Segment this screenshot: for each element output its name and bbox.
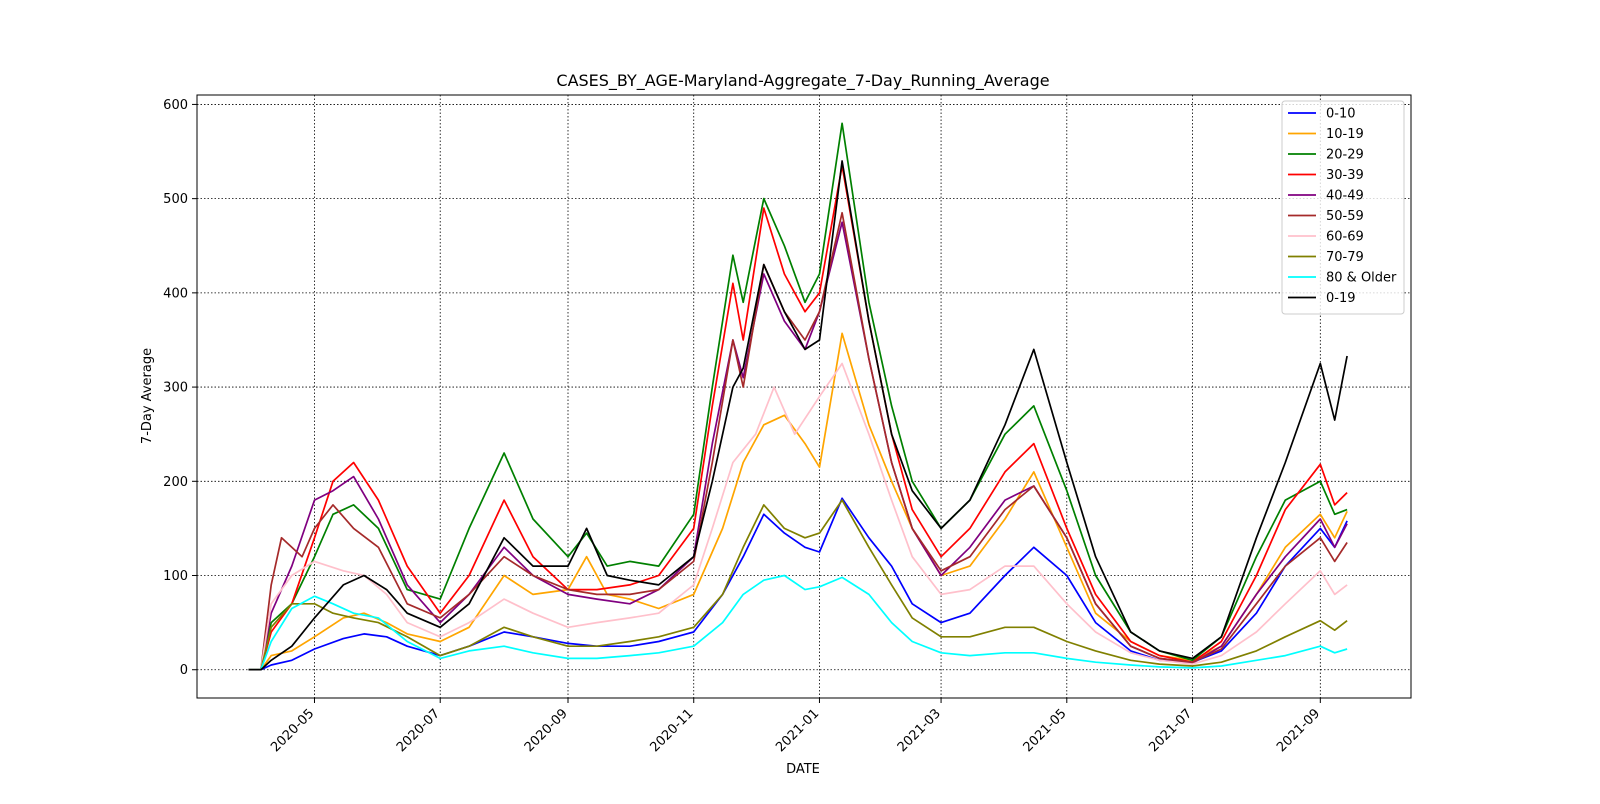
- legend: 0-10 10-19 20-29 30-39 40-49 50-59 60-69 70-79 8…: [1281, 100, 1405, 315]
- legend-label: 20-29: [1326, 148, 1364, 163]
- y-axis: 0 100 200 300 400 500 600: [163, 98, 197, 678]
- series-line-2: [248, 122, 1348, 671]
- series-lines: [248, 122, 1348, 671]
- x-tick-label: 2021-05: [1021, 706, 1070, 755]
- legend-label: 40-49: [1326, 189, 1364, 204]
- x-tick-label: 2021-07: [1146, 706, 1195, 755]
- x-tick-label: 2021-09: [1274, 706, 1323, 755]
- series-line-8: [248, 574, 1348, 671]
- x-axis: 2020-05 2020-07 2020-09 2020-11 2021-01 2021-…: [268, 698, 1323, 755]
- legend-label: 60-69: [1326, 230, 1364, 245]
- y-tick-label: 300: [163, 381, 188, 396]
- series-line-6: [248, 362, 1348, 671]
- grid: [197, 95, 1411, 698]
- legend-label: 0-19: [1326, 291, 1356, 306]
- legend-label: 0-10: [1326, 107, 1356, 122]
- series-line-7: [248, 499, 1348, 671]
- legend-label: 50-59: [1326, 209, 1364, 224]
- y-axis-label: 7-Day Average: [140, 348, 155, 444]
- series-line-9: [248, 160, 1348, 671]
- series-line-1: [248, 332, 1348, 671]
- x-tick-label: 2020-05: [268, 706, 317, 755]
- x-tick-label: 2020-11: [648, 706, 697, 755]
- legend-label: 80 & Older: [1326, 271, 1397, 286]
- legend-label: 10-19: [1326, 127, 1364, 142]
- y-tick-label: 500: [163, 192, 188, 207]
- y-tick-label: 400: [163, 286, 188, 301]
- chart-title: CASES_BY_AGE-Maryland-Aggregate_7-Day_Ru…: [556, 71, 1049, 91]
- x-tick-label: 2021-03: [895, 706, 944, 755]
- x-tick-label: 2020-07: [394, 706, 443, 755]
- plot-area-frame: [196, 94, 1412, 699]
- series-line-3: [248, 164, 1348, 671]
- y-tick-label: 100: [163, 569, 188, 584]
- y-tick-label: 600: [163, 98, 188, 113]
- y-tick-label: 200: [163, 475, 188, 490]
- legend-label: 30-39: [1326, 168, 1364, 183]
- series-line-4: [248, 221, 1348, 671]
- x-axis-label: DATE: [786, 762, 820, 777]
- y-tick-label: 0: [180, 663, 188, 678]
- x-tick-label: 2020-09: [522, 706, 571, 755]
- legend-label: 70-79: [1326, 250, 1364, 265]
- x-tick-label: 2021-01: [773, 706, 822, 755]
